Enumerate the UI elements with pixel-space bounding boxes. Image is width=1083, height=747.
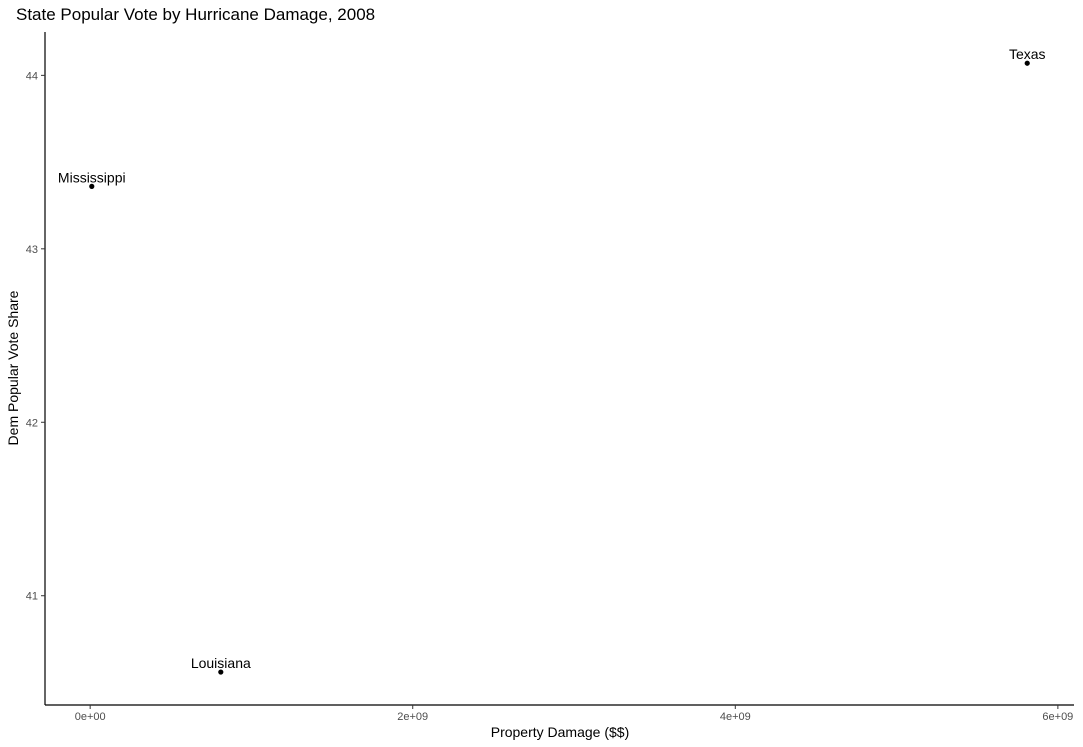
x-tick-label: 6e+09 bbox=[1042, 711, 1073, 723]
point-label: Louisiana bbox=[191, 655, 251, 671]
y-tick-label: 41 bbox=[26, 591, 38, 603]
x-tick-label: 2e+09 bbox=[397, 711, 428, 723]
x-axis-ticks: 0e+00 2e+09 4e+09 6e+09 bbox=[75, 705, 1073, 723]
axes bbox=[44, 32, 1074, 706]
point-label: Mississippi bbox=[58, 169, 126, 185]
x-tick-label: 4e+09 bbox=[720, 711, 751, 723]
y-tick-label: 42 bbox=[26, 417, 38, 429]
data-point bbox=[218, 669, 224, 675]
y-axis-title: Dem Popular Vote Share bbox=[5, 290, 21, 445]
y-axis-ticks: 41 42 43 44 bbox=[26, 70, 45, 603]
y-tick-label: 43 bbox=[26, 244, 38, 256]
data-point bbox=[89, 183, 95, 189]
chart-title: State Popular Vote by Hurricane Damage, … bbox=[16, 5, 375, 24]
x-tick-label: 0e+00 bbox=[75, 711, 106, 723]
x-axis-title: Property Damage ($$) bbox=[491, 724, 630, 740]
y-tick-label: 44 bbox=[26, 70, 38, 82]
data-point bbox=[1024, 60, 1030, 66]
point-label: Texas bbox=[1009, 46, 1046, 62]
data-points: Mississippi Louisiana Texas bbox=[58, 46, 1046, 675]
